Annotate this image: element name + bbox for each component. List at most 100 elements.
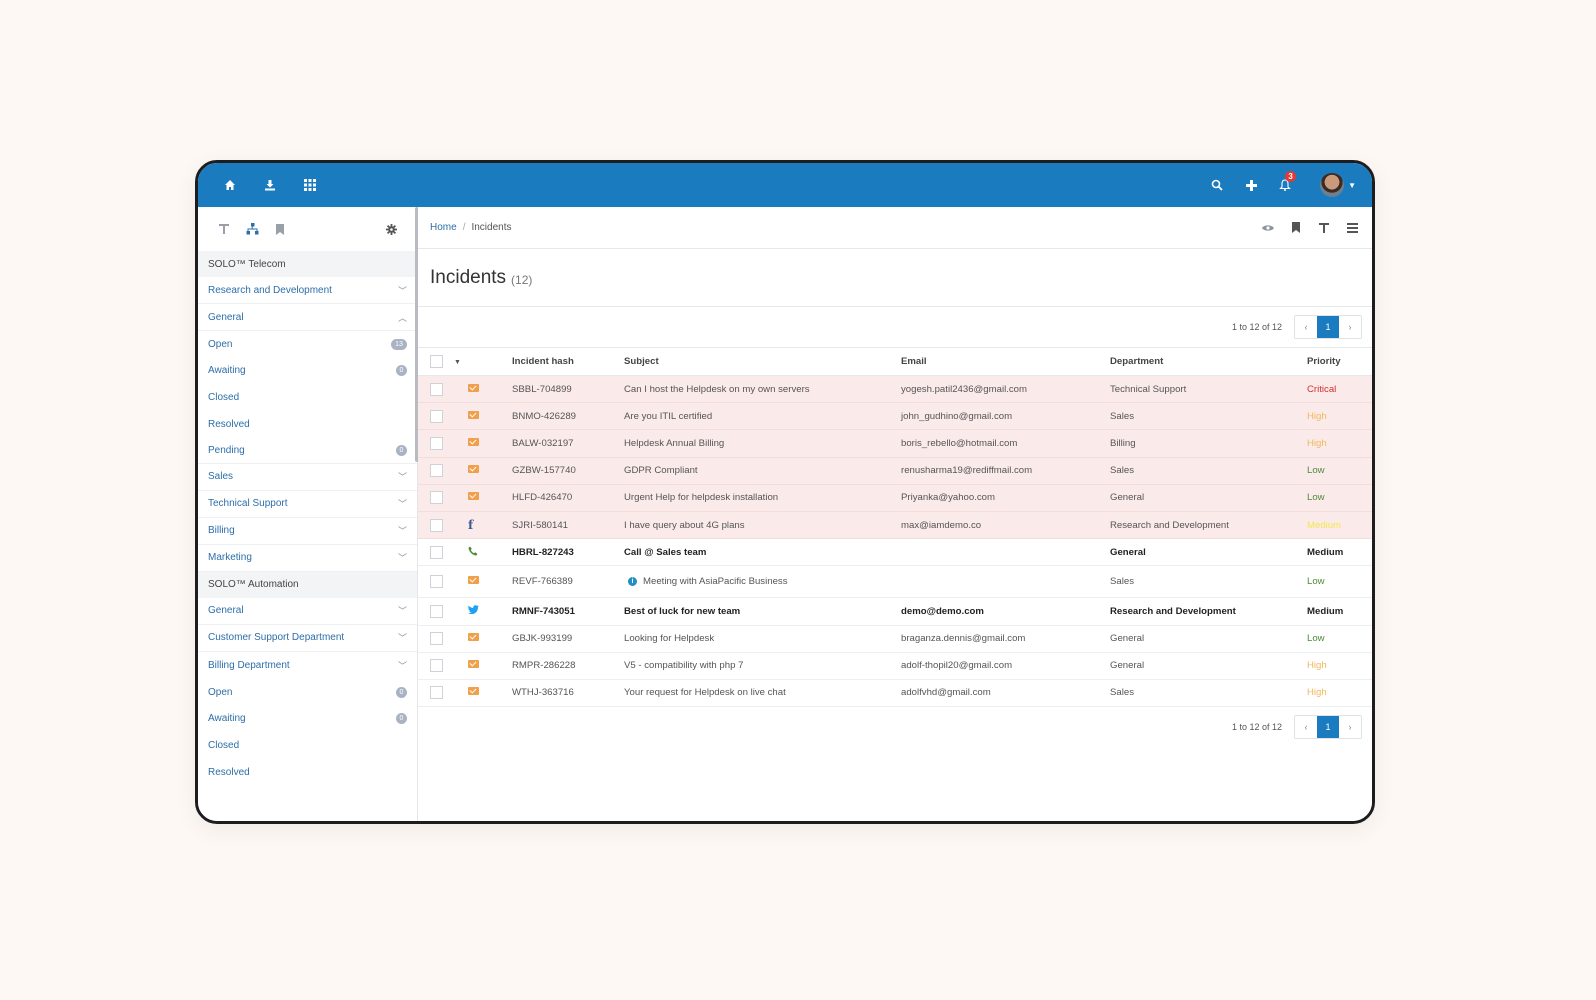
row-checkbox[interactable] <box>430 545 443 559</box>
incident-subject[interactable]: Can I host the Helpdesk on my own server… <box>624 375 901 404</box>
pagination-prev-button[interactable]: ‹ <box>1304 322 1308 332</box>
add-plus-icon[interactable] <box>1234 163 1268 207</box>
breadcrumb-home-link[interactable]: Home <box>430 222 457 233</box>
incidents-table: ▼ Incident hash Subject Email Department… <box>418 347 1372 708</box>
pagination-page-button[interactable]: 1 <box>1317 316 1339 338</box>
gear-icon[interactable] <box>377 215 405 243</box>
hierarchy-icon[interactable] <box>238 215 266 243</box>
table-row[interactable]: REVF-766389 i Meeting with AsiaPacific Bu… <box>418 565 1372 599</box>
incident-hash[interactable]: GZBW-157740 <box>512 457 624 485</box>
incident-hash[interactable]: RMNF-743051 <box>512 597 624 626</box>
table-row[interactable]: WTHJ-363716 Your request for Helpdesk on… <box>418 679 1372 708</box>
row-checkbox[interactable] <box>430 659 443 673</box>
user-avatar[interactable] <box>1320 173 1345 197</box>
sidebar-item-research-and-development[interactable]: Research and Development ﹀ <box>198 277 417 304</box>
incident-hash[interactable]: HLFD-426470 <box>512 484 624 512</box>
row-checkbox[interactable] <box>430 464 443 478</box>
incident-subject[interactable]: Your request for Helpdesk on live chat <box>624 679 901 708</box>
incident-subject[interactable]: Are you ITIL certified <box>624 402 901 431</box>
incident-subject[interactable]: Helpdesk Annual Billing <box>624 429 901 458</box>
incident-subject[interactable]: V5 - compatibility with php 7 <box>624 652 901 680</box>
sidebar-item-billing[interactable]: Billing ﹀ <box>198 518 417 545</box>
incident-hash[interactable]: SBBL-704899 <box>512 375 624 404</box>
column-header-department[interactable]: Department <box>1110 347 1307 376</box>
apps-grid-icon[interactable] <box>290 163 330 207</box>
pagination-prev-button[interactable]: ‹ <box>1304 722 1308 733</box>
sidebar-subitem-billing-resolved[interactable]: Resolved <box>198 759 417 786</box>
incident-subject[interactable]: GDPR Compliant <box>624 457 901 485</box>
sidebar-item-sales[interactable]: Sales ﹀ <box>198 464 417 491</box>
sidebar-subitem-billing-awaiting[interactable]: Awaiting 0 <box>198 706 417 733</box>
notifications-button[interactable]: 3 <box>1268 163 1302 207</box>
table-row[interactable]: HBRL-827243 Call @ Sales team General Me… <box>418 538 1372 567</box>
column-header-subject[interactable]: Subject <box>624 347 901 376</box>
table-row[interactable]: GBJK-993199 Looking for Helpdesk braganz… <box>418 625 1372 653</box>
incident-hash[interactable]: RMPR-286228 <box>512 652 624 680</box>
incident-subject[interactable]: Best of luck for new team <box>624 597 901 626</box>
table-row[interactable]: f SJRI-580141 I have query about 4G plan… <box>418 511 1372 540</box>
pagination-page-button[interactable]: 1 <box>1317 716 1339 739</box>
filter-icon[interactable] <box>210 215 238 243</box>
table-row[interactable]: HLFD-426470 Urgent Help for helpdesk ins… <box>418 484 1372 512</box>
sidebar-subitem-resolved[interactable]: Resolved <box>198 411 417 438</box>
pagination-next-button[interactable]: › <box>1348 722 1352 733</box>
incident-email: Priyanka@yahoo.com <box>901 484 1110 512</box>
eye-icon[interactable] <box>1254 214 1282 242</box>
row-checkbox[interactable] <box>430 382 443 396</box>
row-checkbox[interactable] <box>430 575 443 589</box>
chevron-down-icon[interactable]: ▼ <box>1348 180 1356 190</box>
home-icon[interactable] <box>210 163 250 207</box>
sidebar-subitem-pending[interactable]: Pending 0 <box>198 437 417 464</box>
bookmark-icon[interactable] <box>1282 214 1310 242</box>
table-row[interactable]: BALW-032197 Helpdesk Annual Billing bori… <box>418 429 1372 458</box>
download-icon[interactable] <box>250 163 290 207</box>
row-checkbox[interactable] <box>430 409 443 423</box>
sidebar-subitem-billing-open[interactable]: Open 0 <box>198 679 417 706</box>
incident-hash[interactable]: HBRL-827243 <box>512 538 624 567</box>
sidebar-item-billing-department[interactable]: Billing Department ﹀ <box>198 652 417 679</box>
sidebar-item-marketing[interactable]: Marketing ﹀ <box>198 545 417 572</box>
incident-subject[interactable]: Looking for Helpdesk <box>624 625 901 653</box>
page-title: Incidents <box>430 266 507 288</box>
row-checkbox[interactable] <box>430 518 443 532</box>
incident-subject-cell[interactable]: i Meeting with AsiaPacific Business <box>624 565 901 599</box>
table-row[interactable]: BNMO-426289 Are you ITIL certified john_… <box>418 402 1372 431</box>
incident-hash[interactable]: WTHJ-363716 <box>512 679 624 708</box>
sidebar-subitem-awaiting[interactable]: Awaiting 0 <box>198 358 417 385</box>
bookmark-icon[interactable] <box>266 215 294 243</box>
table-row[interactable]: SBBL-704899 Can I host the Helpdesk on m… <box>418 375 1372 404</box>
pagination-next-button[interactable]: › <box>1348 322 1352 332</box>
row-checkbox[interactable] <box>430 632 443 646</box>
column-header-email[interactable]: Email <box>901 347 1110 376</box>
incident-subject[interactable]: I have query about 4G plans <box>624 511 901 540</box>
incident-hash[interactable]: BALW-032197 <box>512 429 624 458</box>
row-checkbox[interactable] <box>430 686 443 700</box>
filter-icon[interactable] <box>1310 214 1338 242</box>
row-checkbox[interactable] <box>430 436 443 450</box>
incident-subject[interactable]: Call @ Sales team <box>624 538 901 567</box>
sidebar-subitem-open[interactable]: Open 13 <box>198 331 417 358</box>
incident-hash[interactable]: SJRI-580141 <box>512 511 624 540</box>
incident-hash[interactable]: REVF-766389 <box>512 565 624 599</box>
sidebar-subitem-billing-closed[interactable]: Closed <box>198 732 417 759</box>
sidebar-item-automation-general[interactable]: General ﹀ <box>198 598 417 625</box>
menu-icon[interactable] <box>1338 214 1366 242</box>
sidebar-scrollbar[interactable] <box>415 207 419 462</box>
table-row[interactable]: RMNF-743051 Best of luck for new team de… <box>418 597 1372 626</box>
row-checkbox[interactable] <box>430 491 443 505</box>
bulk-actions-dropdown-icon[interactable]: ▼ <box>454 359 461 366</box>
select-all-checkbox[interactable] <box>430 355 443 368</box>
column-header-incident-hash[interactable]: Incident hash <box>512 347 624 376</box>
row-checkbox[interactable] <box>430 604 443 618</box>
incident-hash[interactable]: BNMO-426289 <box>512 402 624 431</box>
sidebar-item-customer-support-department[interactable]: Customer Support Department ﹀ <box>198 625 417 652</box>
table-row[interactable]: RMPR-286228 V5 - compatibility with php … <box>418 652 1372 680</box>
sidebar-item-general[interactable]: General ︿ <box>198 304 417 331</box>
table-row[interactable]: GZBW-157740 GDPR Compliant renusharma19@… <box>418 457 1372 485</box>
incident-subject[interactable]: Urgent Help for helpdesk installation <box>624 484 901 512</box>
sidebar-subitem-closed[interactable]: Closed <box>198 384 417 411</box>
sidebar-item-technical-support[interactable]: Technical Support ﹀ <box>198 491 417 518</box>
incident-hash[interactable]: GBJK-993199 <box>512 625 624 653</box>
column-header-priority[interactable]: Priority <box>1307 347 1372 376</box>
search-icon[interactable] <box>1200 163 1234 207</box>
